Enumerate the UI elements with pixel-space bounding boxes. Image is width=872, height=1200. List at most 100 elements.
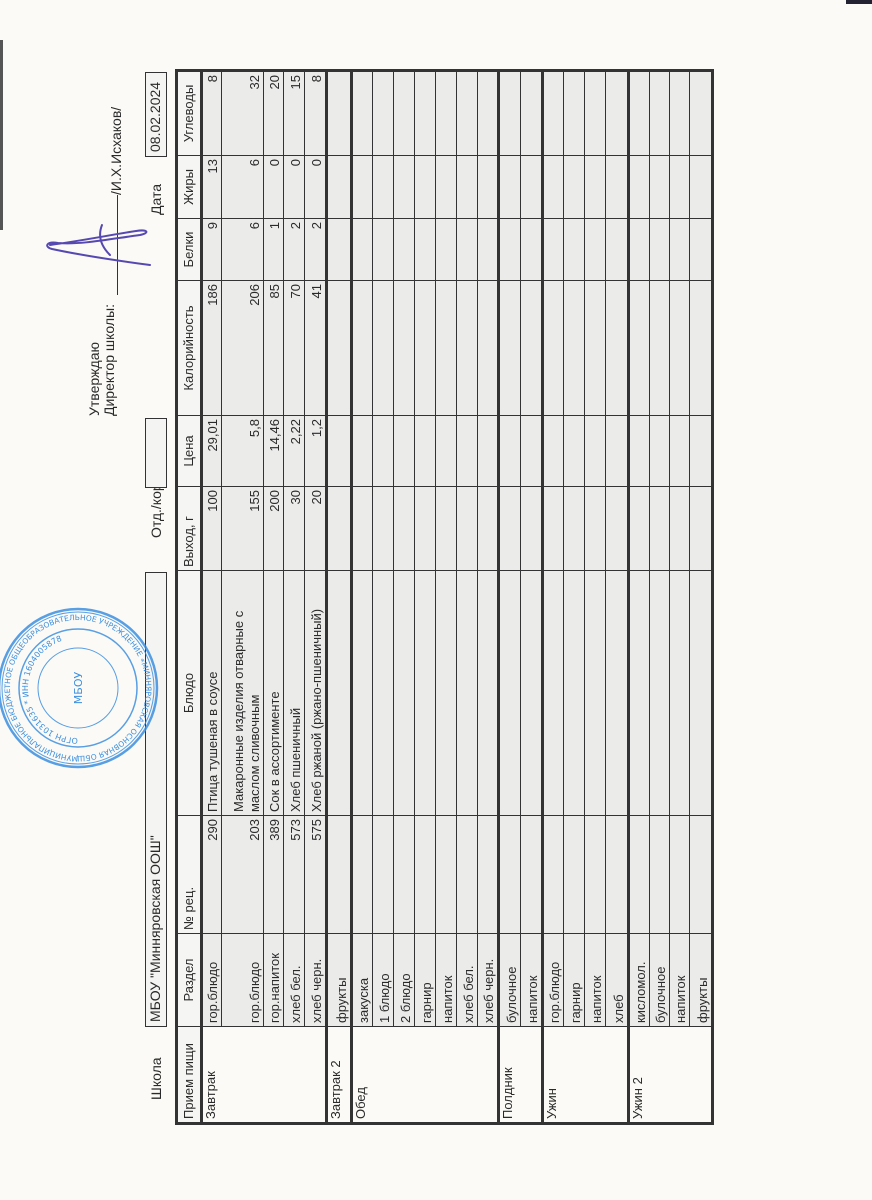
table-row: гарнир	[563, 70, 585, 1124]
school-label: Школа	[148, 1057, 164, 1100]
cell-protein	[393, 218, 415, 281]
cell-price	[520, 415, 543, 487]
cell-kcal	[520, 280, 543, 416]
cell-kcal	[456, 280, 478, 416]
cell-section: хлеб черн.	[304, 933, 327, 1027]
cell-price	[498, 415, 521, 487]
cell-dish	[435, 570, 457, 816]
table-row: гарнир	[414, 70, 436, 1124]
scan-corner-mark	[846, 0, 872, 4]
cell-fat	[689, 155, 713, 219]
cell-kcal: 206	[221, 280, 264, 416]
cell-yield: 20	[304, 486, 327, 571]
cell-price	[542, 415, 564, 487]
cell-yield: 155	[221, 486, 264, 571]
cell-section: напиток	[435, 933, 457, 1027]
cell-fat	[669, 155, 690, 219]
cell-recipe	[414, 815, 436, 934]
table-row: фрукты	[689, 70, 713, 1124]
cell-carbs	[542, 70, 564, 156]
cell-dish	[326, 570, 352, 816]
cell-fat: 6	[221, 155, 264, 219]
cell-yield: 200	[263, 486, 284, 571]
cell-price	[393, 415, 415, 487]
cell-kcal	[351, 280, 373, 416]
cell-recipe	[605, 815, 629, 934]
cell-yield	[628, 486, 650, 571]
cell-dish	[477, 570, 499, 816]
cell-recipe	[563, 815, 585, 934]
cell-kcal	[435, 280, 457, 416]
cell-section: гор.блюдо	[221, 933, 264, 1027]
director-label: Директор школы:	[101, 304, 117, 416]
cell-section: 1 блюдо	[372, 933, 394, 1027]
cell-fat	[393, 155, 415, 219]
cell-section: гарнир	[563, 933, 585, 1027]
cell-recipe	[326, 815, 352, 934]
menu-table: Прием пищи Раздел № рец. Блюдо Выход, г Цена К…	[175, 69, 714, 1125]
cell-section: 2 блюдо	[393, 933, 415, 1027]
cell-section: булочное	[649, 933, 670, 1027]
cell-fat: 0	[304, 155, 327, 219]
cell-yield: 30	[283, 486, 305, 571]
cell-kcal	[414, 280, 436, 416]
cell-carbs	[393, 70, 415, 156]
cell-protein	[689, 218, 713, 281]
cell-price: 29,01	[201, 415, 222, 487]
cell-section: булочное	[498, 933, 521, 1027]
cell-kcal	[649, 280, 670, 416]
table-row: напиток	[584, 70, 606, 1124]
cell-price	[563, 415, 585, 487]
cell-dish	[414, 570, 436, 816]
cell-carbs: 32	[221, 70, 264, 156]
stamp-center-text: МБОУ	[72, 672, 85, 705]
cell-price	[372, 415, 394, 487]
cell-dish: Птица тушеная в соусе	[201, 570, 222, 816]
cell-recipe	[542, 815, 564, 934]
cell-section: гор.напиток	[263, 933, 284, 1027]
cell-dish	[542, 570, 564, 816]
cell-kcal	[669, 280, 690, 416]
cell-fat	[498, 155, 521, 219]
cell-yield	[372, 486, 394, 571]
cell-carbs: 15	[283, 70, 305, 156]
cell-fat: 0	[283, 155, 305, 219]
cell-fat	[477, 155, 499, 219]
cell-price: 14,46	[263, 415, 284, 487]
table-row: булочное	[649, 70, 670, 1124]
cell-protein	[351, 218, 373, 281]
cell-protein	[605, 218, 629, 281]
cell-dish	[628, 570, 650, 816]
cell-dish	[351, 570, 373, 816]
cell-carbs	[498, 70, 521, 156]
cell-recipe	[628, 815, 650, 934]
cell-carbs	[584, 70, 606, 156]
cell-protein: 9	[201, 218, 222, 281]
cell-carbs	[414, 70, 436, 156]
date-field: 08.02.2024	[145, 72, 167, 157]
cell-protein	[542, 218, 564, 281]
cell-price	[456, 415, 478, 487]
cell-dish	[456, 570, 478, 816]
date-label: Дата	[148, 183, 164, 215]
stamp-inner-text: ОГРН 1031635 * ИНН 1604005878	[21, 634, 78, 745]
cell-carbs	[689, 70, 713, 156]
cell-kcal: 70	[283, 280, 305, 416]
table-header-row: Прием пищи Раздел № рец. Блюдо Выход, г Цена К…	[176, 70, 202, 1124]
cell-fat	[520, 155, 543, 219]
column-header: № рец.	[176, 815, 202, 934]
table-row: хлеб бел.	[456, 70, 478, 1124]
cell-recipe	[435, 815, 457, 934]
cell-kcal	[584, 280, 606, 416]
table-row: 2 блюдо	[393, 70, 415, 1124]
table-row: Обед закуска	[351, 70, 499, 1124]
cell-protein	[414, 218, 436, 281]
cell-recipe	[477, 815, 499, 934]
cell-kcal	[542, 280, 564, 416]
cell-protein	[649, 218, 670, 281]
cell-section: фрукты	[326, 933, 352, 1027]
cell-recipe: 573	[283, 815, 305, 934]
table-row: 1 блюдо	[372, 70, 394, 1124]
cell-yield	[351, 486, 373, 571]
